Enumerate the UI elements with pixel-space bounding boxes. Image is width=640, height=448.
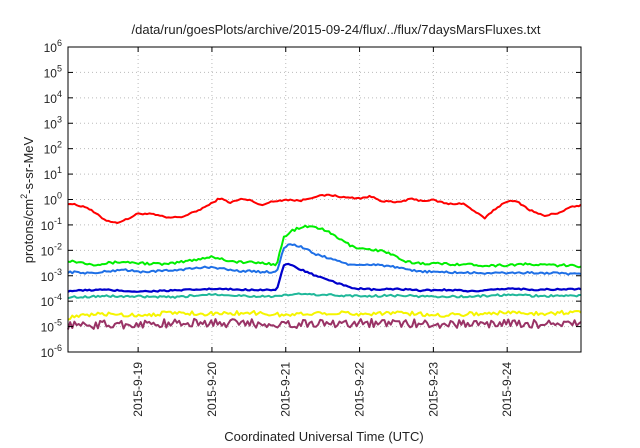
x-tick-label: 2015-9-23 (426, 362, 440, 417)
series-line-2 (67, 224, 582, 269)
y-axis-label: protons/cm2-s-sr-MeV (19, 136, 36, 263)
x-axis-ticks: 2015-9-19 2015-9-20 2015-9-21 2015-9-22 2015… (131, 47, 514, 417)
y-axis-label-rest: -s-sr-MeV (21, 136, 36, 193)
series-group (67, 193, 582, 330)
y-tick-label: 103 (44, 114, 62, 131)
y-tick-label: 106 (44, 38, 62, 55)
y-axis-ticks: 10-6 10-5 10-4 10-3 10-2 10-1 100 101 102 103 104 1… (41, 38, 581, 360)
chart-title: /data/run/goesPlots/archive/2015-09-24/f… (132, 22, 541, 37)
y-tick-label: 101 (44, 165, 62, 182)
series-line-5 (67, 292, 581, 300)
y-tick-label: 10-6 (41, 343, 62, 360)
y-tick-label: 102 (44, 140, 62, 157)
x-tick-label: 2015-9-22 (353, 362, 367, 417)
series-line-6 (67, 309, 582, 321)
y-tick-label: 10-4 (41, 292, 62, 309)
y-tick-label: 105 (44, 63, 62, 80)
grid (68, 47, 581, 352)
y-tick-label: 10-3 (41, 267, 62, 284)
y-tick-label: 10-2 (41, 241, 62, 258)
y-tick-label: 104 (44, 89, 62, 106)
y-tick-label: 10-1 (41, 216, 62, 233)
y-tick-label: 10-5 (41, 318, 62, 335)
series-line-1 (67, 193, 582, 224)
series-line-4 (67, 262, 582, 293)
series-line-7 (67, 317, 582, 330)
x-tick-label: 2015-9-24 (500, 362, 514, 417)
x-tick-label: 2015-9-20 (205, 362, 219, 417)
y-axis-label-main: protons/cm (21, 199, 36, 263)
x-tick-label: 2015-9-19 (131, 362, 145, 417)
series-line-3 (67, 243, 582, 276)
x-axis-label: Coordinated Universal Time (UTC) (224, 429, 423, 444)
y-axis-label-sup: 2 (19, 194, 29, 199)
y-tick-label: 100 (44, 191, 62, 208)
x-tick-label: 2015-9-21 (279, 362, 293, 417)
